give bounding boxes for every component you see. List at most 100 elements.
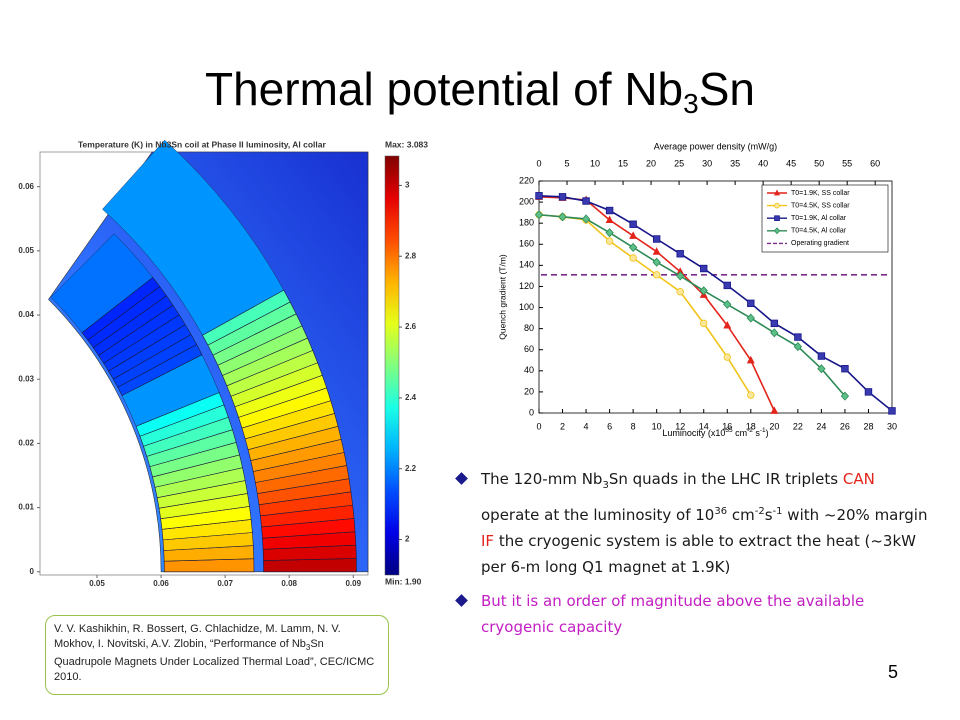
x-tick-label: 10 [652, 421, 662, 431]
subscript: 3 [602, 480, 609, 491]
y-tick-label: 160 [519, 239, 534, 249]
marker [605, 206, 614, 215]
marker [582, 197, 590, 205]
marker [723, 299, 732, 309]
y-tick-label: 0.04 [18, 310, 34, 319]
series-line [538, 213, 846, 397]
y-tick-label: 20 [524, 386, 534, 396]
marker [628, 242, 638, 252]
x-tick-label: 16 [722, 421, 732, 431]
y-tick-label: 0.05 [18, 246, 34, 255]
marker [746, 355, 755, 364]
colorbar-tick-label: 3 [405, 181, 410, 190]
label-text: s [753, 428, 761, 438]
marker [699, 286, 708, 296]
max-label: Max: 3.083 [385, 139, 428, 149]
marker [581, 214, 591, 224]
x-tick-label: 22 [793, 421, 803, 431]
x-tick-label: 24 [816, 421, 826, 431]
marker [888, 407, 896, 415]
colorbar-tick-label: 2.2 [405, 464, 417, 473]
thermal-title: Temperature (K) in Nb3Sn coil at Phase I… [78, 139, 327, 149]
x-tick-label: 6 [607, 421, 612, 431]
series-line [538, 194, 893, 412]
x2-tick-label: 45 [786, 158, 796, 168]
marker [817, 364, 826, 374]
y-tick-label: 0.02 [18, 439, 34, 448]
x2-axis-label: Average power density (mW/g) [654, 141, 777, 151]
y-tick-label: 0 [30, 567, 35, 576]
colorbar-tick-label: 2.8 [405, 251, 417, 260]
x-tick-label: 18 [746, 421, 756, 431]
y-axis-label: Quench gradient (T/m) [497, 254, 507, 340]
colorbar [384, 155, 400, 576]
y-tick-label: 0 [529, 407, 534, 417]
marker [629, 231, 638, 239]
citation-subscript: 3 [305, 643, 311, 653]
citation-text: Sn Quadrupole Magnets Under Localized Th… [54, 638, 375, 684]
x2-tick-label: 50 [814, 158, 824, 168]
superscript: 35 [725, 427, 733, 434]
y-tick-label: 120 [519, 281, 534, 291]
x-tick-label: 30 [887, 421, 897, 431]
marker [723, 353, 731, 361]
legend-label: T0=4.5K, Al collar [791, 228, 847, 235]
marker [817, 352, 826, 360]
emphasis: IF [481, 532, 495, 550]
slide-title: Thermal potential of Nb3Sn [0, 62, 960, 120]
marker [723, 281, 731, 290]
x2-tick-label: 15 [618, 158, 628, 168]
marker [629, 220, 637, 228]
y-tick-label: 80 [524, 323, 534, 333]
x-tick-label: 26 [840, 421, 850, 431]
superscript: 36 [714, 506, 728, 517]
x-tick-label: 0.05 [89, 579, 105, 588]
x2-tick-label: 25 [674, 158, 684, 168]
x2-tick-label: 55 [842, 158, 852, 168]
marker [700, 319, 708, 328]
legend-label: Operating gradient [791, 240, 849, 247]
page-number: 5 [888, 662, 899, 682]
colorbar-tick-label: 2.4 [405, 393, 417, 402]
y-tick-label: 60 [524, 344, 534, 354]
title-text: Sn [698, 63, 755, 115]
x2-tick-label: 0 [536, 158, 541, 168]
y-tick-label: 180 [519, 218, 534, 228]
marker [774, 215, 780, 222]
marker [864, 388, 873, 396]
x2-tick-label: 60 [870, 158, 880, 168]
x-tick-label: 0.08 [281, 579, 297, 588]
text: cm [727, 506, 755, 524]
text: with ~20% margin [782, 506, 928, 524]
label-text: ) [766, 428, 769, 438]
bullet-marker [455, 472, 468, 485]
legend-label: T0=1.9K, Al collar [791, 215, 847, 222]
marker [773, 189, 781, 196]
y-tick-label: 220 [519, 175, 534, 185]
x2-tick-label: 35 [730, 158, 740, 168]
text: the cryogenic system is able to extract … [481, 532, 916, 576]
marker [605, 228, 614, 238]
marker [793, 342, 803, 352]
marker [676, 250, 684, 258]
x-tick-label: 14 [699, 421, 709, 431]
x-tick-label: 2 [560, 421, 565, 431]
citation-box: V. V. Kashikhin, R. Bossert, G. Chlachid… [45, 615, 389, 695]
text: But it is an order of magnitude above th… [481, 592, 865, 636]
marker [652, 271, 661, 279]
x2-tick-label: 10 [590, 158, 600, 168]
coil-segment [135, 392, 225, 437]
marker [652, 235, 661, 243]
x-tick-label: 0.06 [153, 579, 169, 588]
marker [676, 271, 685, 281]
marker [723, 320, 732, 329]
marker [535, 192, 543, 200]
marker [676, 288, 684, 296]
marker [747, 391, 755, 399]
y-tick-label: 200 [519, 196, 534, 206]
marker [605, 237, 614, 245]
y-tick-label: 40 [524, 365, 534, 375]
superscript: -2 [754, 506, 765, 517]
x-tick-label: 28 [863, 421, 873, 431]
marker [558, 193, 567, 201]
